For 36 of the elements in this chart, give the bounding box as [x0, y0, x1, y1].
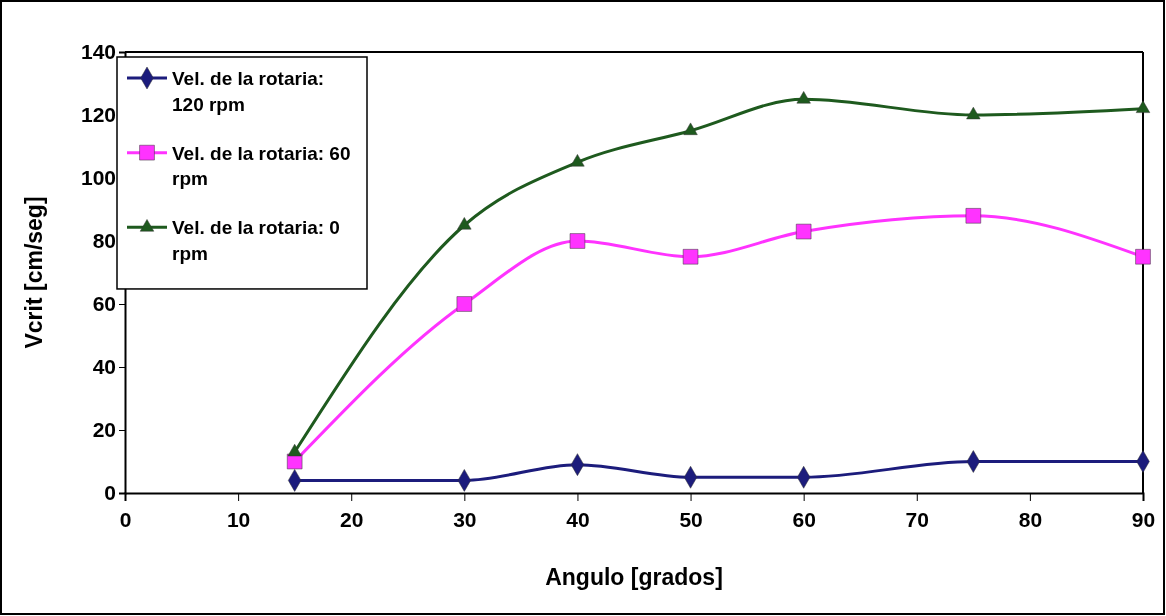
point [1135, 100, 1151, 113]
x-tick-label: 50 [679, 508, 703, 532]
point [456, 296, 472, 312]
legend-label: Vel. de la rotaria: 60 rpm [172, 142, 351, 190]
point [1135, 249, 1151, 265]
legend-label: Vel. de la rotaria: 120 rpm [172, 68, 325, 115]
x-axis-title: Angulo [grados] [545, 564, 723, 590]
point [457, 217, 472, 230]
x-tick-label: 40 [566, 508, 590, 532]
point [570, 154, 585, 167]
point [796, 91, 811, 104]
y-tick-label: 100 [80, 166, 116, 190]
y-axis-title: Vcrit [cm/seg] [21, 196, 47, 349]
x-tick-label: 10 [226, 508, 251, 532]
y-tick-label: 0 [104, 481, 116, 505]
y-tick-label: 80 [92, 229, 116, 253]
x-tick-label: 70 [905, 508, 929, 532]
x-tick-label: 30 [453, 508, 477, 532]
y-tick-label: 60 [92, 292, 116, 316]
point [796, 223, 812, 240]
point [287, 443, 302, 457]
y-tick-label: 140 [80, 40, 116, 64]
point [683, 122, 698, 135]
x-tick-label: 0 [119, 508, 132, 532]
x-tick-label: 90 [1131, 508, 1156, 532]
y-tick-label: 120 [80, 103, 116, 127]
point [569, 233, 586, 249]
point [966, 106, 981, 120]
x-tick-label: 60 [792, 508, 816, 532]
point [965, 208, 981, 224]
legend-label: Vel. de la rotaria: 0 rpm [172, 217, 340, 264]
y-tick-label: 20 [92, 418, 116, 442]
point [682, 249, 699, 265]
x-tick-label: 80 [1018, 508, 1043, 532]
y-tick-label: 40 [92, 355, 116, 379]
x-tick-label: 20 [340, 508, 364, 532]
